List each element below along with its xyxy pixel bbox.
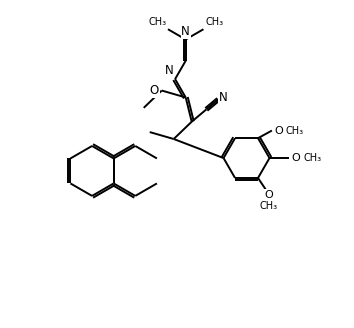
Text: CH₃: CH₃ (286, 126, 304, 135)
Text: CH₃: CH₃ (205, 17, 223, 27)
Text: CH₃: CH₃ (259, 201, 278, 211)
Text: O: O (274, 126, 283, 135)
Text: N: N (165, 64, 173, 77)
Text: O: O (150, 84, 159, 97)
Text: N: N (181, 25, 190, 38)
Text: N: N (218, 91, 227, 104)
Text: CH₃: CH₃ (303, 153, 321, 163)
Text: O: O (264, 190, 273, 200)
Text: CH₃: CH₃ (148, 17, 166, 27)
Text: O: O (291, 153, 300, 163)
